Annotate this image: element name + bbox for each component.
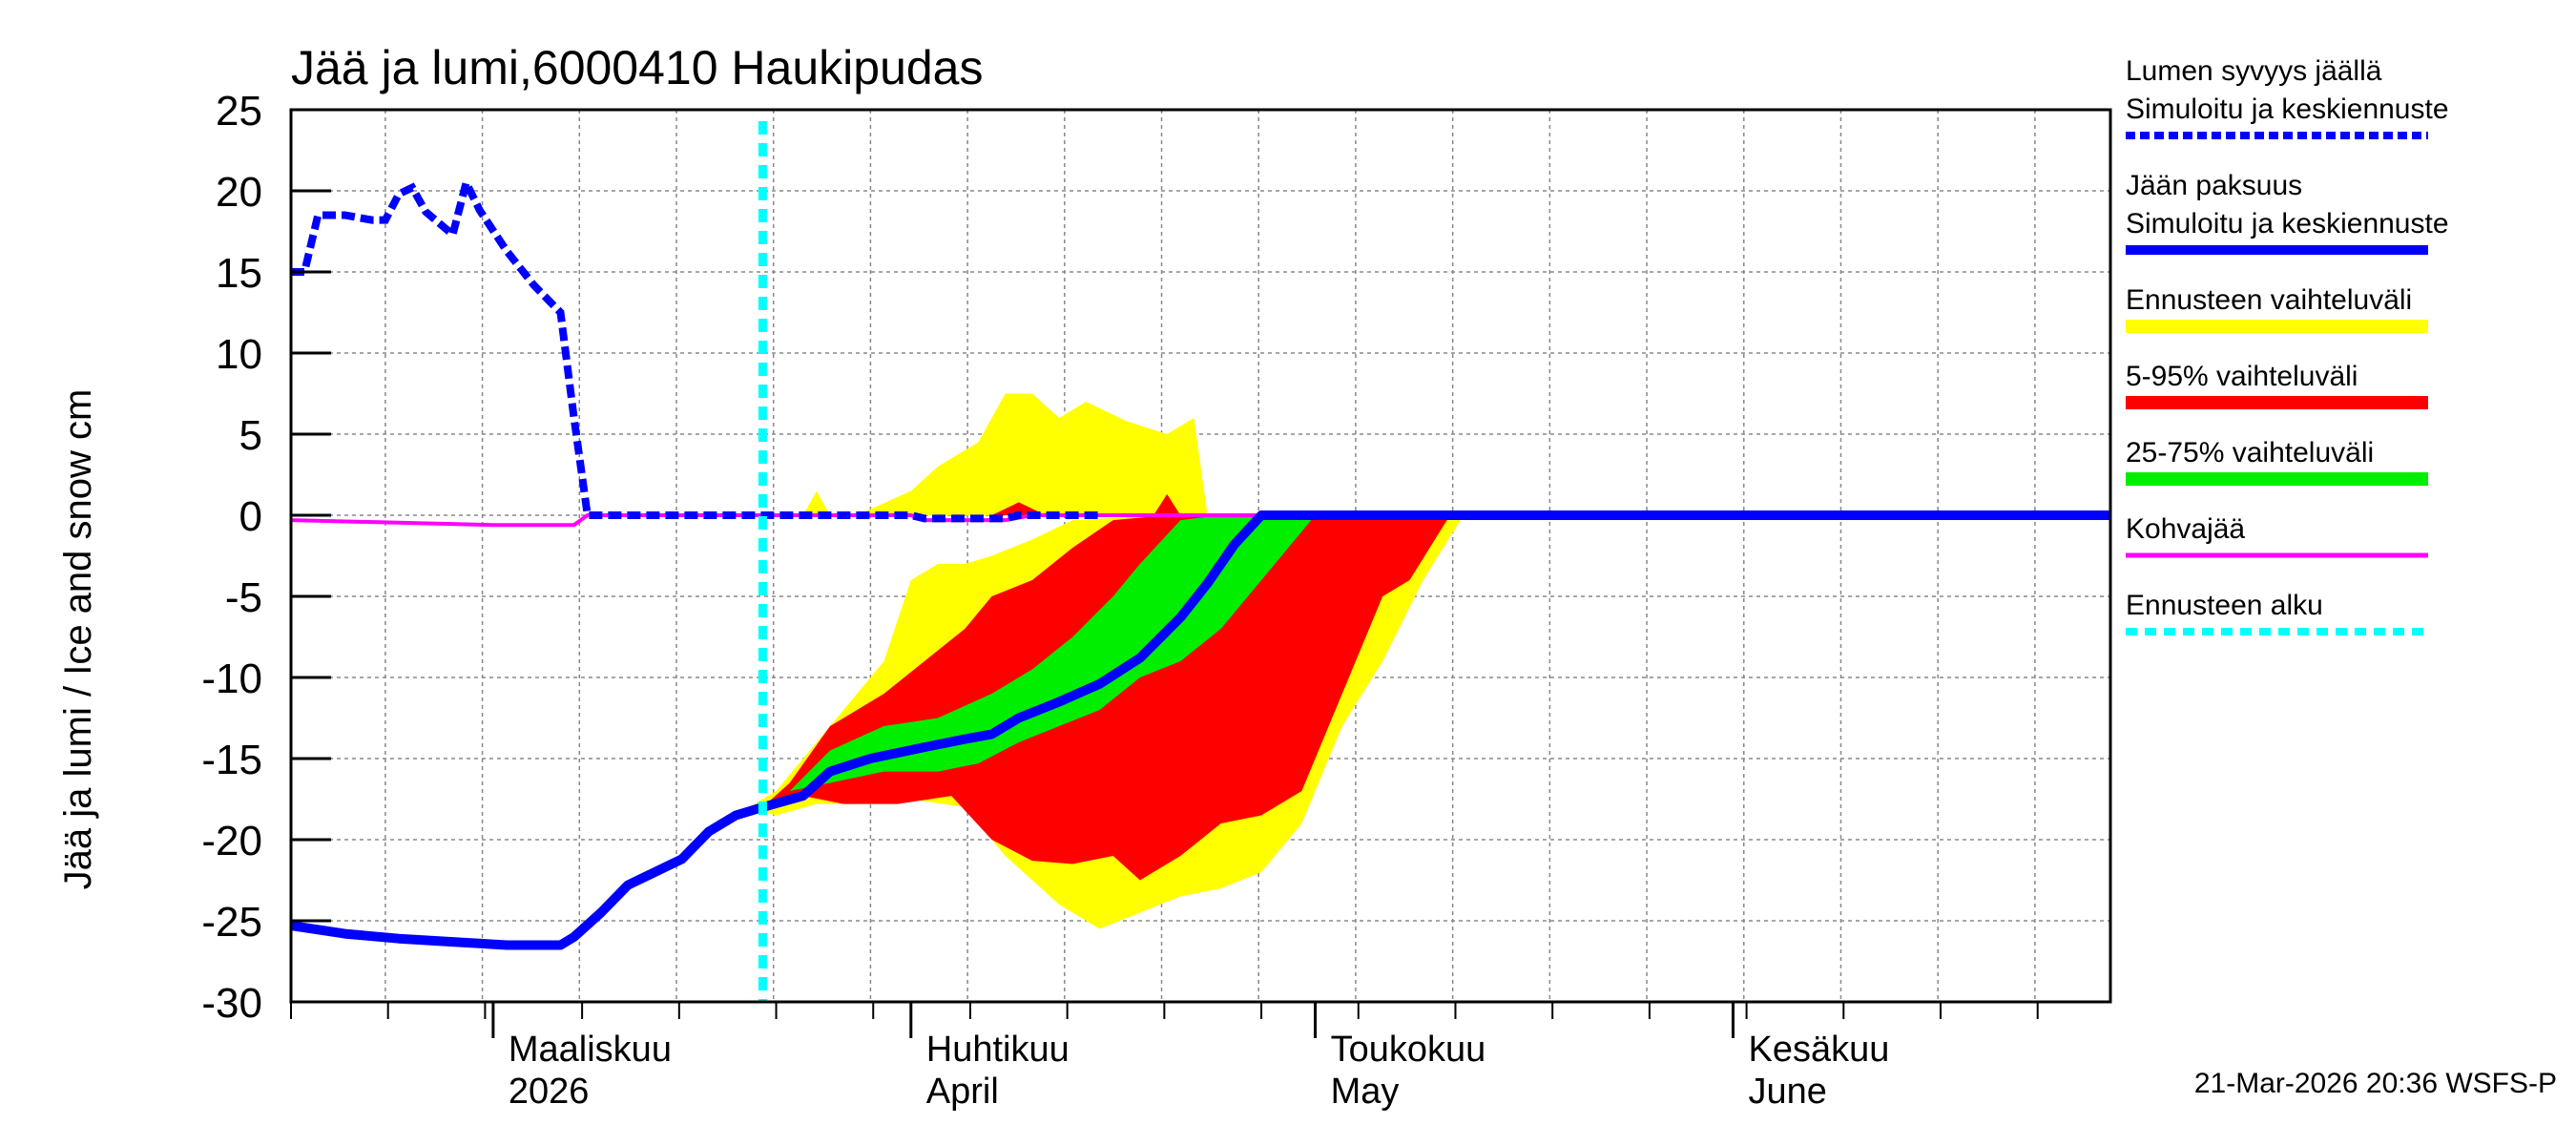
legend-label: 5-95% vaihteluväli (2126, 361, 2358, 392)
legend-label: Ennusteen alku (2126, 590, 2323, 621)
legend: Lumen syvyys jäällä Simuloitu ja keskienn… (2126, 55, 2449, 635)
x-month-sublabel: 2026 (509, 1072, 590, 1112)
plot-frame (289, 108, 2112, 1004)
x-month-label: Kesäkuu (1748, 1030, 1889, 1070)
y-tick-label: -15 (201, 737, 262, 783)
legend-label: Kohvajää (2126, 513, 2245, 545)
y-tick-label: -5 (225, 574, 262, 621)
snow-depth-line (291, 172, 1100, 523)
legend-label: Jään paksuus (2126, 170, 2302, 201)
x-month-label: Maaliskuu (509, 1030, 672, 1070)
y-tick-label: -25 (201, 899, 262, 946)
y-tick-label: 10 (216, 331, 262, 378)
y-tick-label: 25 (216, 88, 262, 135)
x-month-sublabel: June (1748, 1072, 1826, 1112)
y-tick-label: 20 (216, 169, 262, 216)
plot-area: 25 20 15 10 5 0 -5 -10 -15 -20 -25 -30 Maaliskuu2026… (201, 88, 2112, 1112)
y-tick-label: -30 (201, 980, 262, 1027)
legend-sublabel: Simuloitu ja keskiennuste (2126, 94, 2449, 125)
band-5-95-above (991, 493, 1181, 515)
x-month-label: Huhtikuu (926, 1030, 1070, 1070)
band-full-range-above (802, 393, 1208, 515)
legend-label: 25-75% vaihteluväli (2126, 437, 2374, 468)
y-tick-label: -10 (201, 656, 262, 702)
y-tick-label: 15 (216, 250, 262, 297)
timestamp-footer: 21-Mar-2026 20:36 WSFS-P (2194, 1068, 2557, 1099)
legend-label: Lumen syvyys jäällä (2126, 55, 2382, 87)
slush-ice-line (290, 513, 2110, 528)
legend-swatch (2126, 320, 2428, 333)
legend-sublabel: Simuloitu ja keskiennuste (2126, 208, 2449, 239)
y-tick-label: 5 (239, 412, 262, 459)
ice-thickness-line (290, 510, 2110, 950)
band-25-75 (789, 515, 1316, 791)
y-tick-label: -20 (201, 818, 262, 864)
x-month-sublabel: May (1331, 1072, 1400, 1112)
y-axis-label: Jää ja lumi / Ice and snow cm (57, 389, 99, 890)
chart-title: Jää ja lumi,6000410 Haukipudas (291, 41, 984, 94)
legend-swatch (2126, 396, 2428, 409)
x-month-label: Toukokuu (1331, 1030, 1486, 1070)
legend-label: Ennusteen vaihteluväli (2126, 284, 2412, 316)
legend-swatch (2126, 472, 2428, 486)
y-tick-label: 0 (239, 493, 262, 540)
x-month-sublabel: April (926, 1072, 999, 1112)
